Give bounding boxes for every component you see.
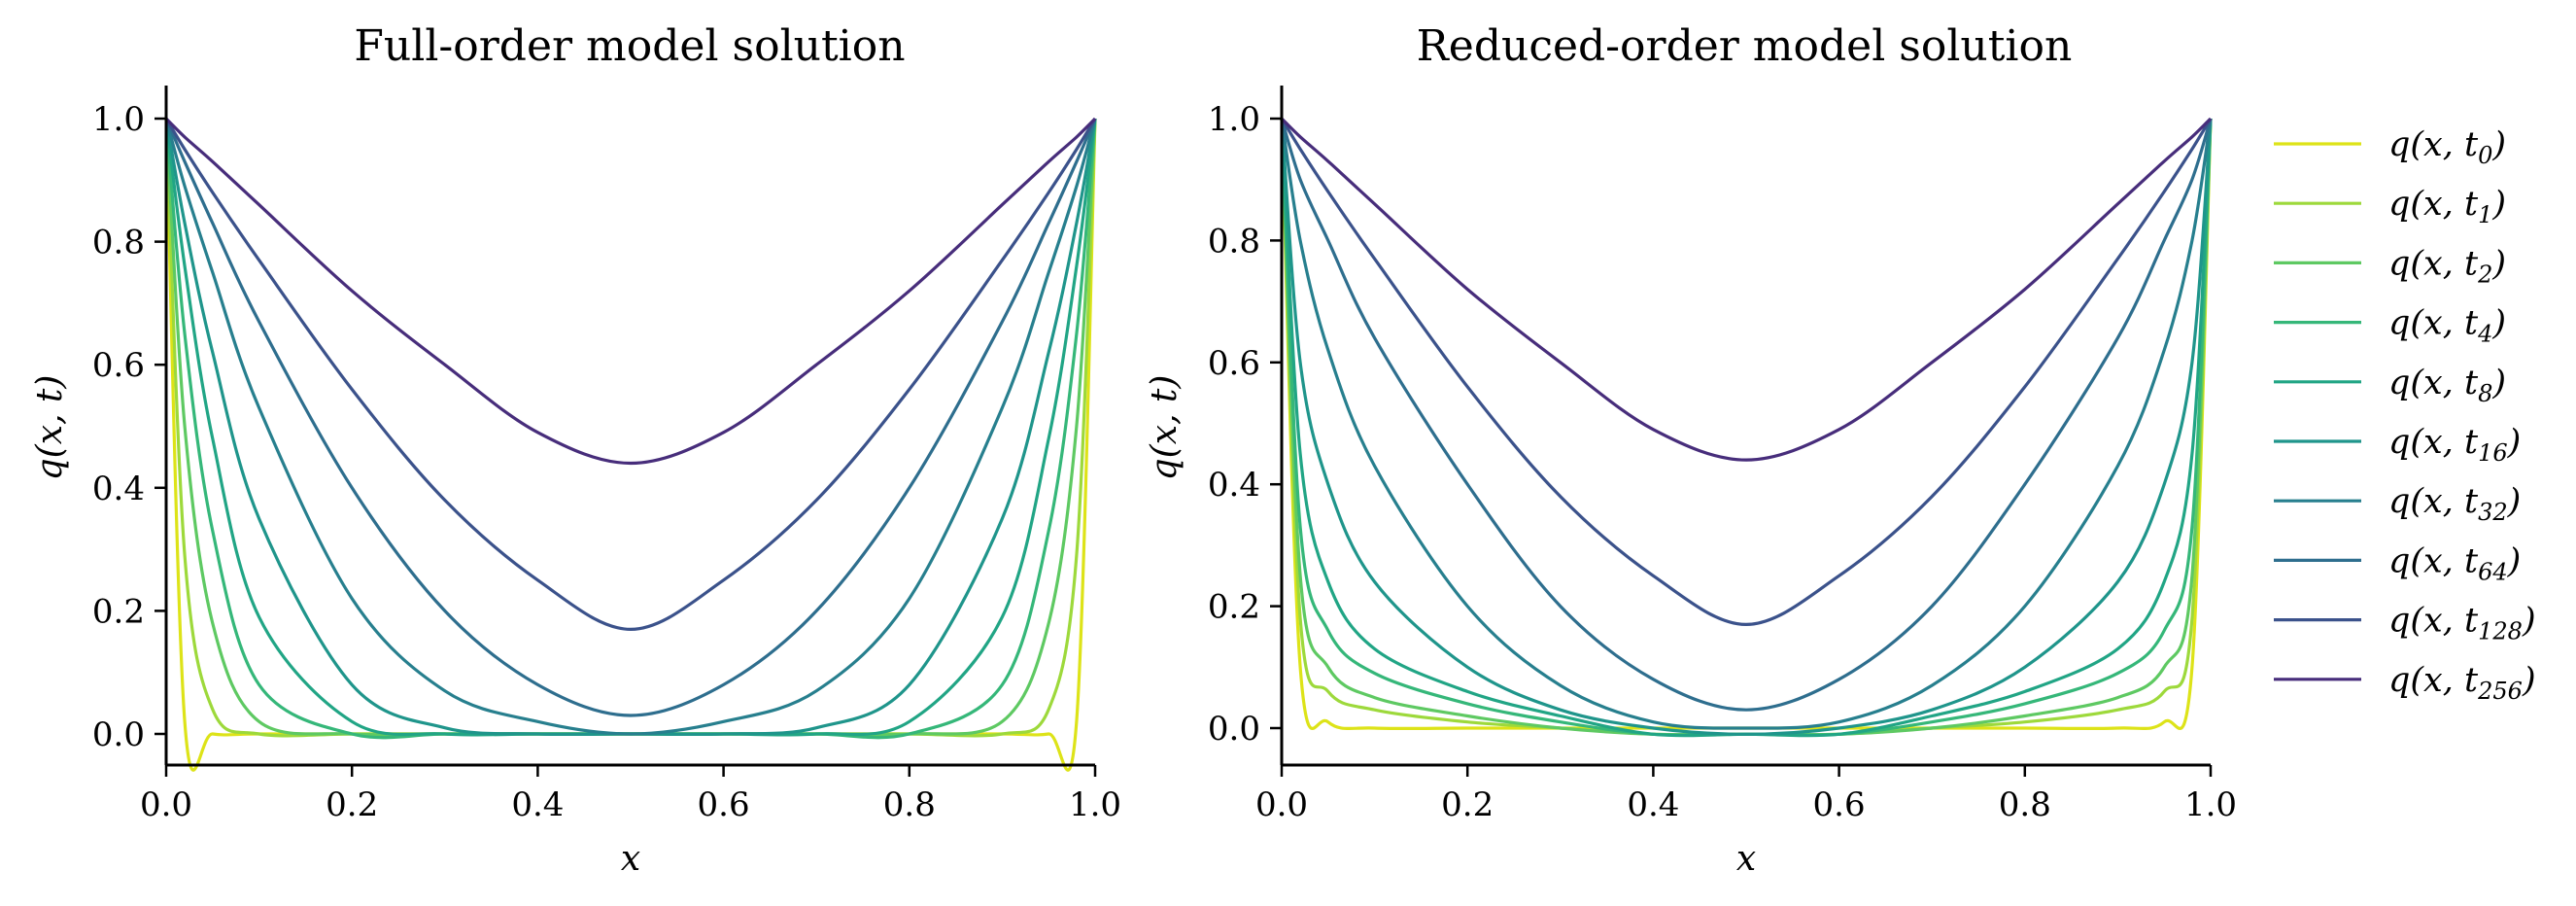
legend-label: q(x, t2) [2388,244,2506,288]
series-line-q-x-t64- [164,118,1097,717]
legend-label: q(x, t16) [2388,423,2521,467]
chart-title-reduced-order: Reduced-order model solution [1417,21,2073,71]
y-axis-label: q(x, t) [1145,375,1185,481]
y-tick-label: 0.0 [92,715,145,754]
y-tick-label: 0.2 [92,592,145,631]
series-line-q-x-t2- [164,118,1097,737]
x-ticks-reduced-order: 0.0 0.2 0.4 0.6 0.8 1.0 [1255,765,2237,824]
x-tick-label: 0.0 [140,785,192,824]
x-tick-label: 1.0 [1069,785,1121,824]
series-line-q-x-t8- [1280,118,2213,738]
x-tick-label: 0.6 [1813,785,1866,824]
y-tick-label: 0.2 [1208,588,1260,627]
plot-area-reduced-order [1280,117,2213,738]
series-line-q-x-t2- [1280,118,2213,737]
series-line-q-x-t1- [164,118,1097,738]
y-tick-label: 0.0 [1208,710,1260,749]
series-line-q-x-t128- [164,118,1097,631]
y-tick-label: 0.8 [92,224,145,262]
y-axis-label: q(x, t) [30,375,70,481]
x-tick-label: 0.2 [326,785,378,824]
y-tick-label: 0.4 [92,470,145,508]
y-tick-label: 0.8 [1208,222,1260,261]
y-ticks-reduced-order: 0.0 0.2 0.4 0.6 0.8 1.0 [1208,100,1282,749]
x-tick-label: 0.8 [883,785,936,824]
x-tick-label: 0.2 [1441,785,1494,824]
series-line-q-x-t1- [1280,118,2213,737]
legend-label: q(x, t1) [2388,185,2506,228]
x-axis-label: x [1736,839,1756,879]
y-tick-label: 1.0 [1208,100,1260,139]
x-tick-label: 0.4 [511,785,564,824]
series-line-q-x-t8- [164,118,1097,737]
series-line-q-x-t128- [1280,118,2213,626]
legend-label: q(x, t4) [2388,304,2506,348]
x-tick-label: 0.4 [1627,785,1679,824]
x-ticks-full-order: 0.0 0.2 0.4 0.6 0.8 1.0 [140,765,1121,824]
legend-label: q(x, t64) [2388,541,2521,585]
legend-label: q(x, t8) [2388,364,2506,407]
series-line-q-x-t32- [1280,118,2213,730]
y-ticks-full-order: 0.0 0.2 0.4 0.6 0.8 1.0 [92,100,166,754]
plot-area-full-order [164,117,1097,772]
series-line-q-x-t256- [1280,117,2213,462]
series-line-q-x-t0- [1280,118,2213,731]
series-line-q-x-t32- [164,118,1097,736]
legend-label: q(x, t0) [2388,125,2506,169]
series-line-q-x-t0- [164,118,1097,772]
legend-label: q(x, t256) [2388,661,2536,705]
legend-label: q(x, t32) [2388,482,2521,526]
x-tick-label: 0.0 [1255,785,1308,824]
series-line-q-x-t16- [1280,118,2213,736]
legend-label: q(x, t128) [2388,602,2536,645]
series-line-q-x-t16- [164,118,1097,737]
chart-title-full-order: Full-order model solution [354,21,905,71]
y-tick-label: 0.4 [1208,466,1260,505]
series-line-q-x-t64- [1280,118,2213,712]
series-line-q-x-t4- [164,118,1097,740]
x-tick-label: 1.0 [2184,785,2237,824]
y-tick-label: 1.0 [92,100,145,139]
y-tick-label: 0.6 [92,346,145,385]
x-tick-label: 0.8 [1999,785,2051,824]
y-tick-label: 0.6 [1208,344,1260,383]
panel-reduced-order: Reduced-order model solution 0.0 0.2 0.4 0.… [1145,21,2237,879]
panel-full-order: Full-order model solution 0.0 0.2 0.4 0.6 0.… [30,21,1121,879]
x-axis-label: x [621,839,640,879]
series-line-q-x-t256- [164,117,1097,466]
x-tick-label: 0.6 [698,785,750,824]
series-line-q-x-t4- [1280,118,2213,737]
legend: q(x, t0) q(x, t1) q(x, t2) q(x, t4) q(x, t8)… [2274,125,2536,705]
